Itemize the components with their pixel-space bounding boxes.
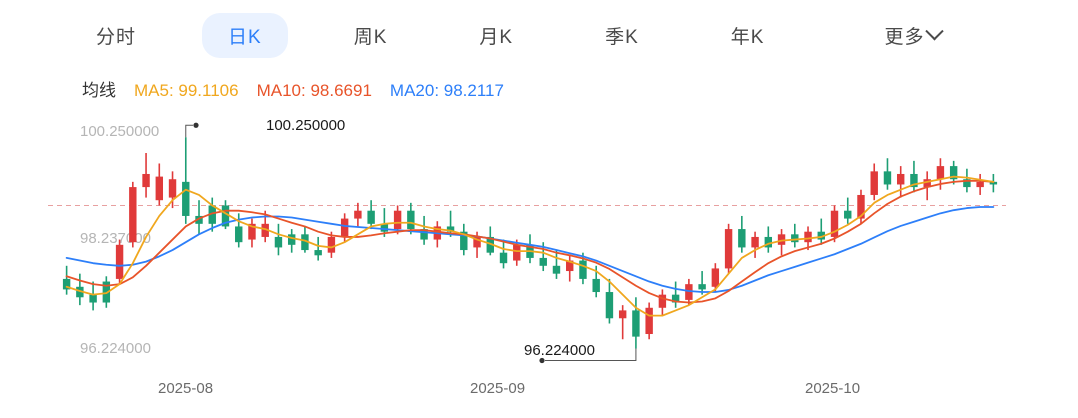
tab-niank[interactable]: 年K	[705, 13, 791, 58]
tab-label: 年K	[730, 26, 765, 48]
low-callout-label: 96.224000	[524, 342, 595, 359]
x-axis-tick-3: 2025-10	[805, 380, 861, 397]
high-callout-label: 100.250000	[266, 117, 346, 134]
tab-yuek[interactable]: 月K	[453, 13, 539, 58]
tab-label: 月K	[479, 26, 514, 48]
tab-more[interactable]: 更多	[858, 13, 967, 58]
tab-label: 分时	[96, 26, 137, 48]
tab-zhouk[interactable]: 周K	[328, 13, 414, 58]
ma-legend: 均线 MA5: 99.1106 MA10: 98.6691 MA20: 98.2…	[82, 76, 504, 101]
tab-jik[interactable]: 季K	[579, 13, 665, 58]
tab-label: 日K	[228, 26, 262, 48]
tab-label: 更多	[884, 26, 925, 48]
tab-label: 周K	[353, 26, 388, 48]
y-axis-tick-high: 100.250000	[80, 123, 160, 140]
chevron-down-icon	[925, 21, 945, 40]
ma20-value: MA20: 98.2117	[389, 81, 504, 100]
tab-rik[interactable]: 日K	[202, 12, 288, 58]
ma5-value: MA5: 99.1106	[134, 81, 239, 100]
timeframe-tabs: 分时 日K 周K 月K 季K 年K 更多	[0, 0, 1078, 70]
x-axis-tick-2: 2025-09	[470, 380, 526, 397]
candlestick-chart[interactable]	[0, 110, 1078, 380]
x-axis-tick-1: 2025-08	[158, 380, 214, 397]
chart-svg	[48, 122, 1006, 364]
tab-fenshi[interactable]: 分时	[70, 13, 162, 58]
tab-label: 季K	[605, 26, 639, 48]
ma-legend-title: 均线	[82, 81, 116, 100]
y-axis-tick-low: 96.224000	[80, 340, 151, 357]
ma10-value: MA10: 98.6691	[256, 81, 372, 100]
